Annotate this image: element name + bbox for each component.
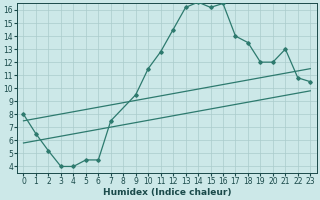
X-axis label: Humidex (Indice chaleur): Humidex (Indice chaleur) (103, 188, 231, 197)
